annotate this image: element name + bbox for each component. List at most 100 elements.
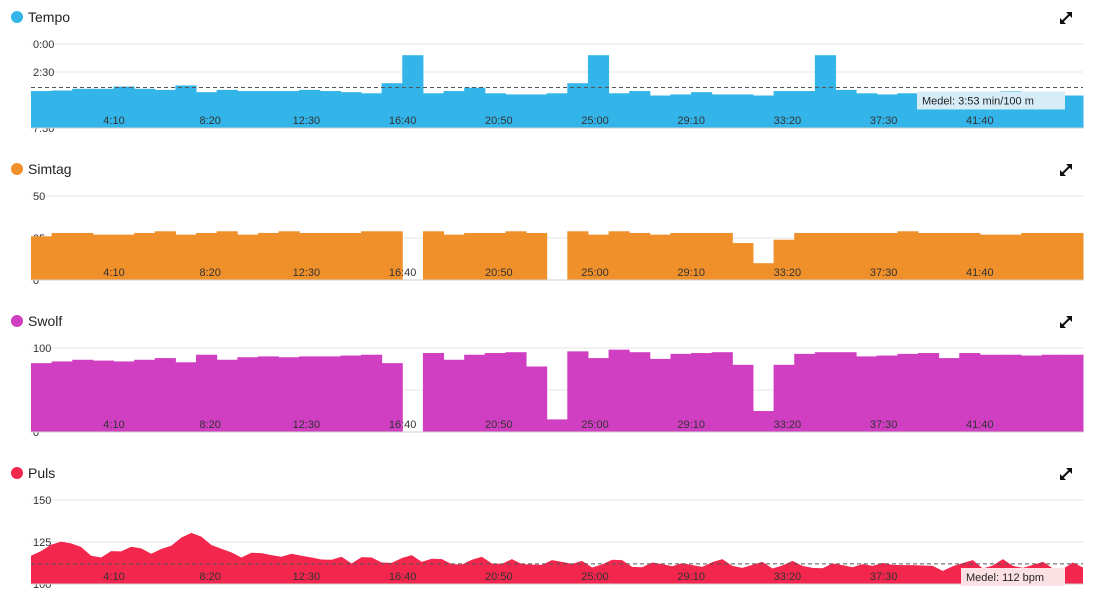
- simtag-chart: 025504:108:2012:3016:4020:5025:0029:1033…: [31, 191, 1084, 287]
- bar: [856, 232, 878, 280]
- bar: [897, 353, 919, 432]
- bar: [134, 232, 156, 280]
- bar: [196, 232, 218, 280]
- x-tick-label: 12:30: [293, 419, 321, 431]
- bar: [567, 231, 589, 280]
- bar: [732, 243, 754, 280]
- bar: [856, 356, 878, 432]
- tempo-expand-icon[interactable]: [1058, 10, 1074, 26]
- x-tick-label: 20:50: [485, 419, 513, 431]
- bar: [938, 358, 960, 432]
- x-tick-label: 16:40: [389, 267, 417, 279]
- bar: [31, 91, 53, 128]
- bar: [257, 356, 280, 432]
- x-tick-label: 4:10: [103, 115, 124, 127]
- x-tick-label: 12:30: [293, 267, 321, 279]
- x-tick-label: 33:20: [774, 267, 802, 279]
- bar: [237, 234, 259, 280]
- x-tick-label: 20:50: [485, 571, 513, 583]
- bar: [134, 359, 156, 432]
- bar: [484, 232, 506, 280]
- bar: [72, 359, 94, 432]
- bar: [773, 91, 795, 128]
- bar: [51, 232, 73, 280]
- bar: [1041, 232, 1063, 280]
- x-tick-label: 25:00: [581, 115, 609, 127]
- average-label-box: [961, 568, 1065, 586]
- bar: [340, 92, 362, 128]
- bar: [381, 231, 403, 280]
- average-label-box: [917, 91, 1065, 110]
- bar: [629, 352, 651, 432]
- bar: [175, 362, 197, 432]
- x-tick-label: 33:20: [774, 419, 802, 431]
- x-tick-label: 29:10: [677, 267, 705, 279]
- tempo-legend-dot: [11, 11, 23, 23]
- bar: [670, 232, 692, 280]
- bar: [381, 83, 403, 128]
- bar: [835, 232, 857, 280]
- bar: [732, 94, 754, 128]
- x-tick-label: 4:10: [103, 571, 124, 583]
- x-tick-label: 8:20: [199, 571, 220, 583]
- bar: [567, 83, 589, 128]
- bar: [340, 232, 362, 280]
- bar: [897, 231, 919, 280]
- bar: [814, 352, 836, 432]
- bar: [587, 358, 610, 432]
- bar: [278, 91, 300, 128]
- bar: [1062, 354, 1084, 432]
- swolf-expand-icon[interactable]: [1058, 314, 1074, 330]
- bar: [526, 94, 548, 128]
- bar: [464, 232, 486, 280]
- bar: [154, 231, 176, 280]
- bar: [876, 355, 898, 432]
- x-tick-label: 8:20: [199, 419, 220, 431]
- average-label: Medel: 3:53 min/100 m: [922, 95, 1034, 107]
- bar: [278, 231, 300, 280]
- bar: [1062, 95, 1084, 128]
- bar: [691, 92, 713, 128]
- swolf-legend-dot: [11, 315, 23, 327]
- bar: [917, 353, 940, 432]
- bar: [464, 354, 486, 432]
- bar: [608, 231, 630, 280]
- bar: [959, 232, 981, 280]
- bar: [814, 232, 836, 280]
- x-tick-label: 16:40: [389, 115, 417, 127]
- bar: [856, 93, 878, 128]
- x-tick-label: 20:50: [485, 115, 513, 127]
- simtag-expand-icon[interactable]: [1058, 162, 1074, 178]
- bar: [567, 351, 589, 432]
- tempo-panel: Tempo 0:002:305:007:304:108:2012:3016:40…: [0, 0, 1096, 152]
- puls-expand-icon[interactable]: [1058, 466, 1074, 482]
- bar: [484, 93, 506, 128]
- bar: [299, 89, 321, 128]
- bar: [670, 353, 692, 432]
- x-tick-label: 37:30: [870, 419, 898, 431]
- bar: [402, 55, 424, 129]
- x-tick-label: 4:10: [103, 267, 124, 279]
- bar: [773, 239, 795, 280]
- bar: [608, 93, 630, 128]
- bar: [196, 354, 218, 432]
- bar: [361, 231, 383, 280]
- bar: [257, 232, 280, 280]
- x-tick-label: 8:20: [199, 115, 220, 127]
- bar: [319, 232, 341, 280]
- bar: [546, 419, 568, 432]
- bar: [257, 91, 280, 128]
- bar: [670, 94, 692, 128]
- bar: [361, 93, 383, 128]
- bar: [92, 234, 115, 280]
- bar: [1021, 355, 1043, 432]
- x-tick-label: 33:20: [774, 115, 802, 127]
- bar: [113, 86, 135, 128]
- x-tick-label: 41:40: [966, 115, 994, 127]
- bar: [505, 231, 527, 280]
- bar: [773, 364, 795, 432]
- y-tick-label: 100: [33, 343, 51, 355]
- bar: [505, 352, 527, 432]
- bar: [1041, 354, 1063, 432]
